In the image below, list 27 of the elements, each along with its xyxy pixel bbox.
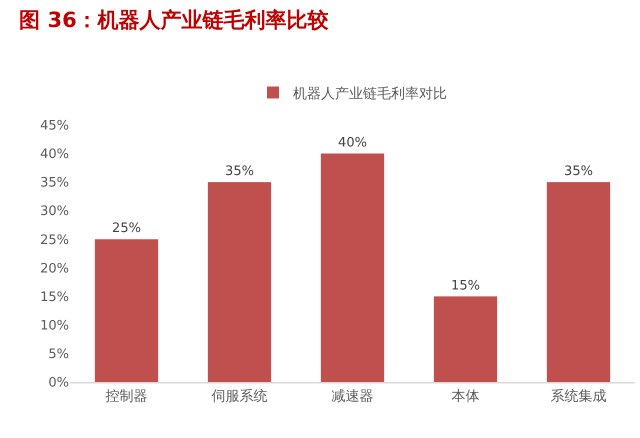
- x-tick-label: 伺服系统: [212, 388, 268, 404]
- bar: [208, 182, 272, 382]
- data-label: 40%: [338, 136, 367, 151]
- chart-title: 图 36：机器人产业链毛利率比较: [19, 8, 330, 32]
- bar: [320, 154, 384, 382]
- x-tick-label: 控制器: [106, 388, 148, 404]
- bar: [546, 182, 610, 382]
- data-label: 35%: [225, 164, 254, 180]
- y-tick-label: 45%: [40, 118, 69, 134]
- y-tick-label: 30%: [40, 204, 69, 220]
- y-tick-label: 10%: [40, 318, 69, 334]
- data-label: 25%: [112, 221, 141, 236]
- y-tick-label: 5%: [48, 346, 69, 362]
- x-tick-label: 本体: [452, 388, 480, 404]
- y-tick-label: 20%: [40, 261, 69, 276]
- bar: [94, 239, 158, 382]
- x-tick-label: 减速器: [332, 388, 374, 404]
- y-tick-label: 40%: [40, 147, 69, 162]
- y-tick-label: 35%: [40, 176, 69, 191]
- data-label: 15%: [451, 278, 480, 294]
- data-label: 35%: [564, 164, 593, 180]
- y-tick-label: 25%: [40, 232, 69, 248]
- x-tick-label: 系统集成: [550, 388, 606, 404]
- y-tick-label: 0%: [48, 376, 69, 391]
- bar: [434, 296, 498, 382]
- legend-label: 机器人产业链毛利率对比: [293, 86, 447, 102]
- y-tick-label: 15%: [40, 290, 69, 305]
